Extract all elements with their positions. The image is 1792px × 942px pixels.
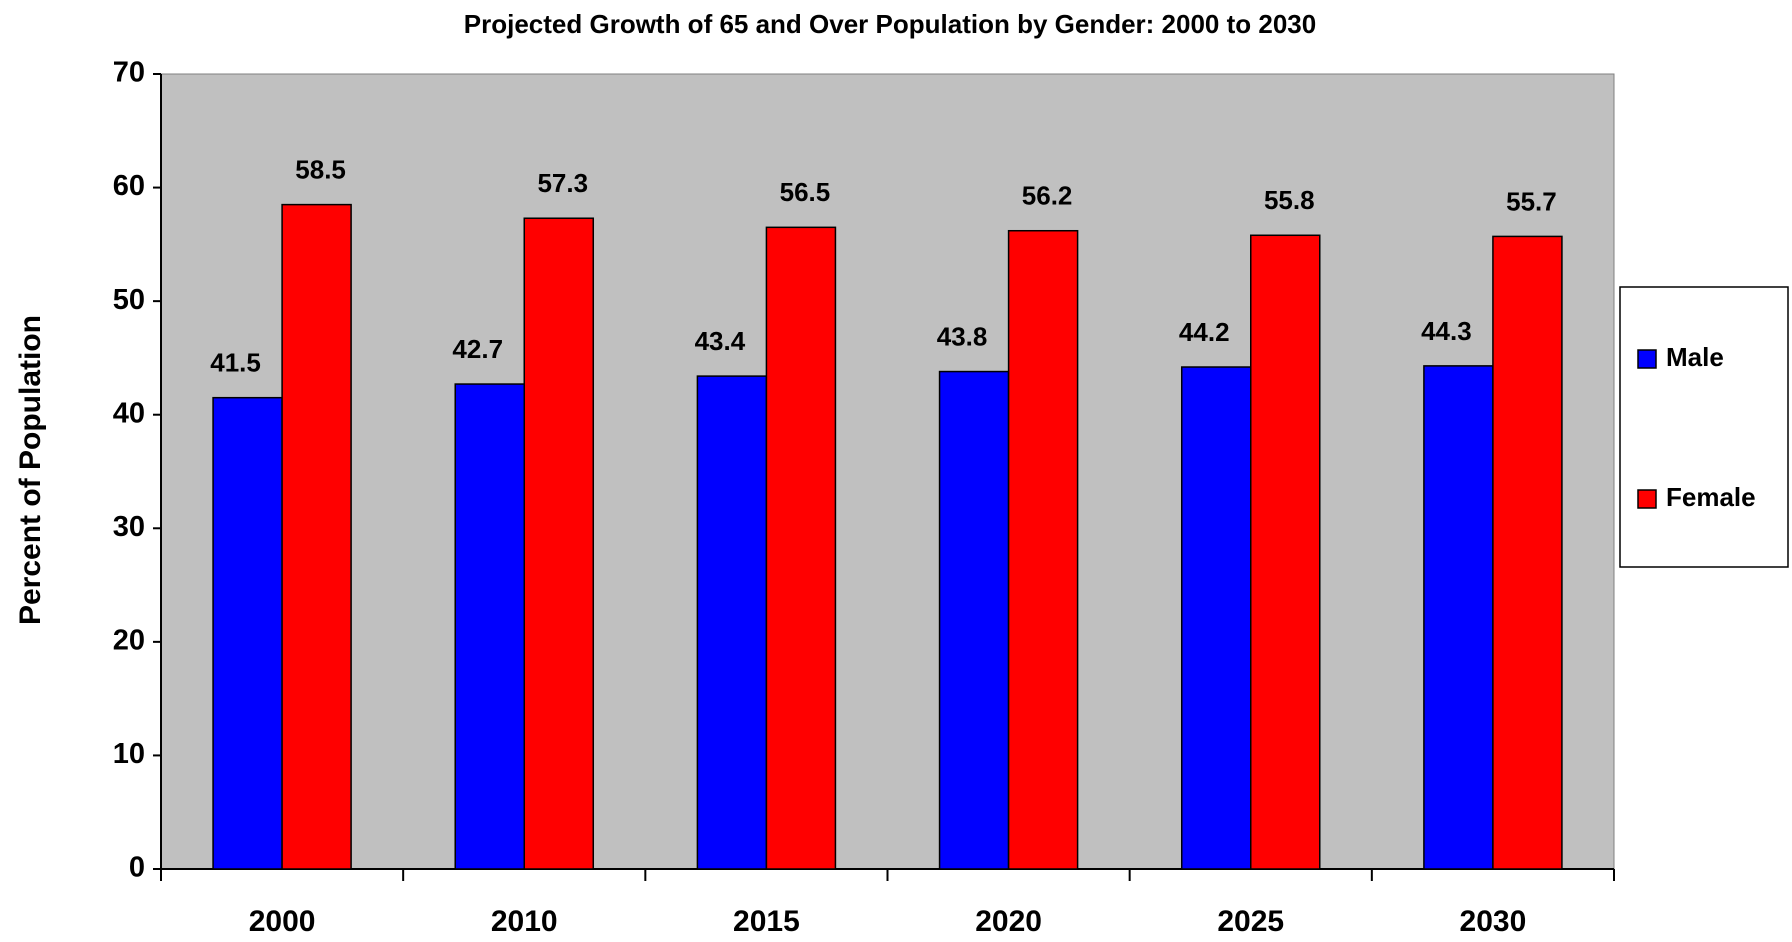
chart-title: Projected Growth of 65 and Over Populati…: [464, 9, 1316, 39]
value-label: 57.3: [537, 168, 588, 198]
value-label: 55.7: [1506, 186, 1557, 216]
bar: [1250, 234, 1321, 870]
bar: [1492, 235, 1563, 870]
legend-box: [1619, 286, 1789, 568]
y-tick-label: 40: [113, 397, 145, 429]
y-tick-label: 20: [113, 625, 145, 657]
value-label: 58.5: [295, 154, 346, 184]
value-label: 43.8: [937, 321, 988, 351]
value-label: 56.5: [780, 177, 831, 207]
bar: [765, 226, 837, 870]
x-tick-label: 2020: [975, 905, 1042, 938]
legend-swatch: [1637, 489, 1657, 509]
bar: [212, 396, 283, 870]
y-tick-label: 30: [113, 511, 145, 543]
bar: [1180, 366, 1252, 870]
legend-label: Male: [1666, 342, 1724, 372]
x-tick-label: 2030: [1460, 905, 1527, 938]
value-label: 42.7: [452, 334, 503, 364]
x-tick-label: 2025: [1217, 905, 1284, 938]
value-label: 44.3: [1421, 316, 1472, 346]
value-label: 43.4: [695, 326, 746, 356]
y-tick-label: 10: [113, 738, 145, 770]
value-label: 56.2: [1022, 181, 1073, 211]
bar: [281, 203, 352, 870]
x-tick-label: 2015: [733, 905, 800, 938]
bar: [454, 383, 526, 870]
y-tick-label: 60: [113, 170, 145, 202]
value-label: 44.2: [1179, 317, 1230, 347]
bar: [1007, 229, 1079, 870]
bar: [938, 370, 1010, 870]
y-tick-label: 70: [113, 57, 145, 89]
bar: [696, 375, 768, 870]
y-axis-label: Percent of Population: [14, 315, 47, 625]
bar: [523, 217, 595, 870]
y-tick-label: 0: [129, 852, 145, 884]
x-tick-label: 2000: [249, 905, 316, 938]
plot-area: [160, 73, 1615, 870]
y-tick-label: 50: [113, 284, 145, 316]
value-label: 55.8: [1264, 185, 1315, 215]
value-label: 41.5: [210, 348, 261, 378]
x-tick-label: 2010: [491, 905, 558, 938]
legend-label: Female: [1666, 482, 1756, 512]
bar: [1423, 365, 1494, 870]
legend-swatch: [1637, 349, 1657, 369]
